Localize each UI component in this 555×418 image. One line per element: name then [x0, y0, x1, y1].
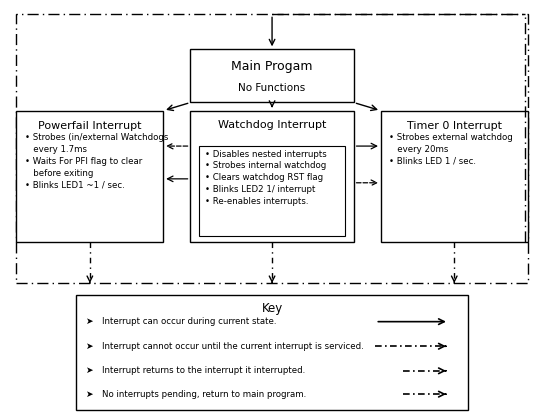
FancyBboxPatch shape	[76, 295, 468, 410]
FancyBboxPatch shape	[190, 49, 354, 102]
Text: • Disables nested interrupts
• Strobes internal watchdog
• Clears watchdog RST f: • Disables nested interrupts • Strobes i…	[205, 150, 327, 206]
Text: No interrupts pending, return to main program.: No interrupts pending, return to main pr…	[102, 390, 306, 399]
Text: • Strobes external watchdog
   every 20ms
• Blinks LED 1 / sec.: • Strobes external watchdog every 20ms •…	[389, 133, 513, 166]
Text: ➤: ➤	[86, 390, 94, 399]
Text: • Strobes (in/external Watchdogs
   every 1.7ms
• Waits For PFI flag to clear
  : • Strobes (in/external Watchdogs every 1…	[24, 133, 168, 189]
Text: Key: Key	[261, 302, 282, 316]
Text: Powerfail Interrupt: Powerfail Interrupt	[38, 121, 142, 131]
Text: Main Progam: Main Progam	[231, 60, 313, 73]
FancyBboxPatch shape	[190, 111, 354, 242]
FancyBboxPatch shape	[381, 111, 528, 242]
Text: ➤: ➤	[86, 366, 94, 375]
Text: Timer 0 Interrupt: Timer 0 Interrupt	[407, 121, 502, 131]
Text: Interrupt can occur during current state.: Interrupt can occur during current state…	[102, 317, 277, 326]
FancyBboxPatch shape	[17, 111, 163, 242]
Text: Watchdog Interrupt: Watchdog Interrupt	[218, 120, 326, 130]
Text: No Functions: No Functions	[239, 83, 306, 92]
Text: Interrupt returns to the interrupt it interrupted.: Interrupt returns to the interrupt it in…	[102, 366, 306, 375]
Text: ➤: ➤	[86, 342, 94, 351]
FancyBboxPatch shape	[199, 145, 346, 236]
Text: Interrupt cannot occur until the current interrupt is serviced.: Interrupt cannot occur until the current…	[102, 342, 364, 351]
Text: ➤: ➤	[86, 317, 94, 326]
